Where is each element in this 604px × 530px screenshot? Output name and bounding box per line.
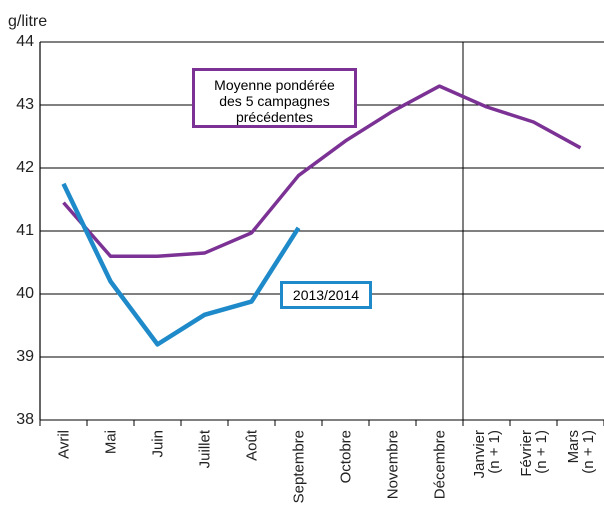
y-tick-label: 44 (16, 33, 34, 50)
x-tick-label: Mars (n + 1) (564, 430, 597, 474)
series-line (61, 182, 301, 347)
x-tick-label: Septembre (290, 430, 307, 504)
x-tick-label: Octobre (337, 430, 354, 484)
series-line (62, 84, 582, 258)
x-tick-label: Décembre (431, 430, 448, 500)
x-tick-label: Août (243, 430, 260, 461)
y-axis-label: g/litre (8, 13, 47, 30)
y-tick-label: 39 (16, 348, 34, 365)
y-tick-label: 38 (16, 411, 34, 428)
x-tick-label: Février (n + 1) (517, 430, 550, 477)
y-tick-label: 41 (16, 222, 34, 239)
y-tick-label: 43 (16, 96, 34, 113)
series-label: 2013/2014 (280, 281, 372, 309)
y-tick-label: 42 (16, 159, 34, 176)
x-tick-label: Juillet (196, 430, 213, 469)
x-tick-label: Juin (149, 430, 166, 458)
x-tick-label: Avril (55, 430, 72, 459)
x-tick-label: Janvier (n + 1) (470, 430, 503, 479)
y-tick-label: 40 (16, 285, 34, 302)
x-tick-label: Novembre (384, 430, 401, 500)
series-label: Moyenne pondérée des 5 campagnes précéde… (192, 68, 357, 128)
x-tick-label: Mai (102, 430, 119, 455)
